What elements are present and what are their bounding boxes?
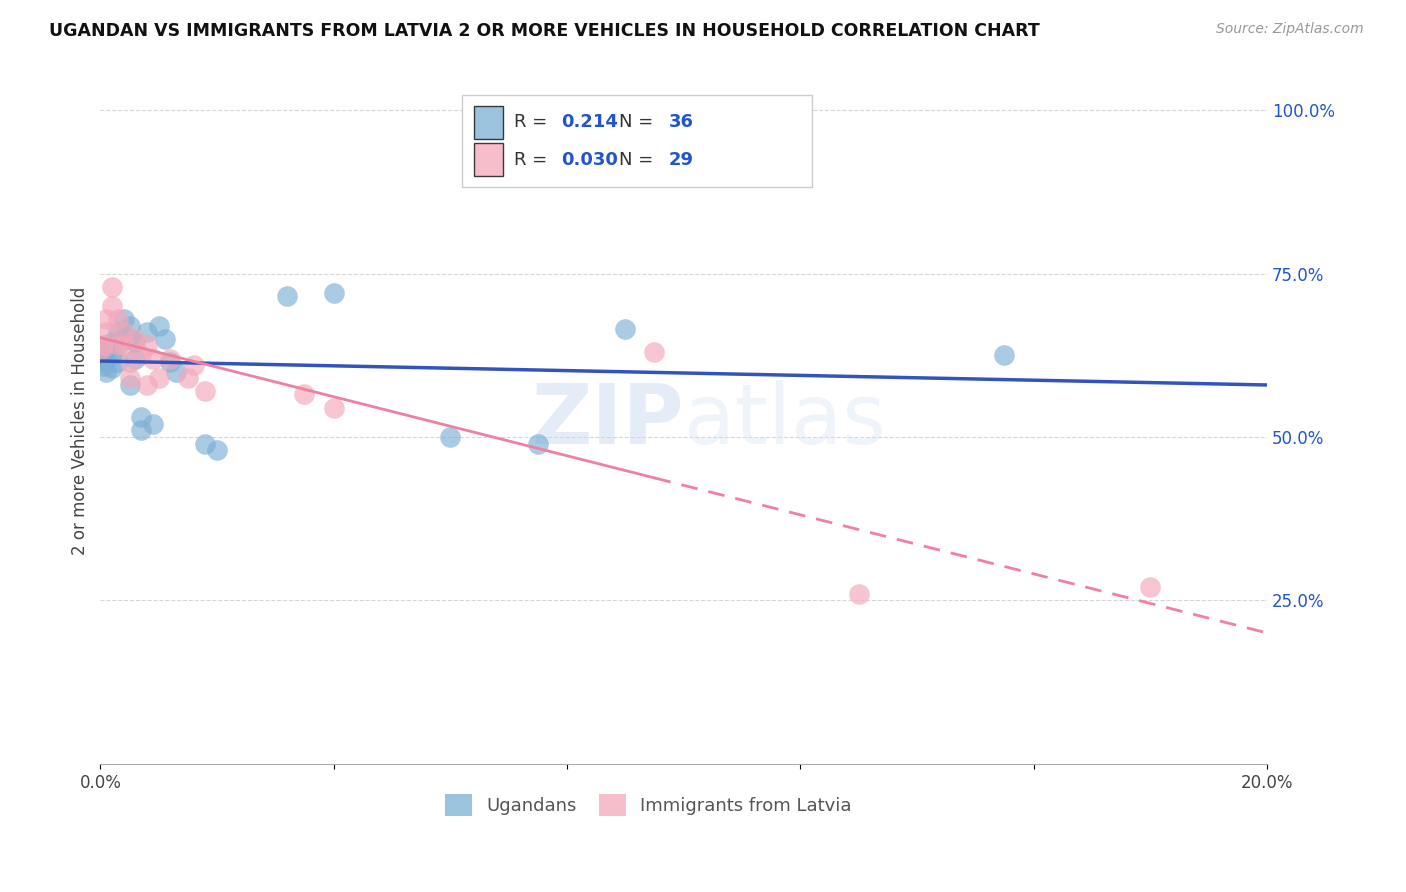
Point (112, 312, 135, 326)
Point (129, 410, 152, 425)
Point (101, 299, 124, 313)
Point (614, 322, 637, 336)
Point (322, 286, 344, 301)
Point (124, 351, 146, 366)
Point (118, 355, 141, 369)
Text: 29: 29 (668, 151, 693, 169)
Point (993, 348, 1015, 362)
Point (148, 371, 170, 385)
Point (153, 332, 176, 346)
Point (118, 332, 141, 346)
Point (98, 338, 121, 352)
Point (194, 384, 217, 399)
Point (276, 289, 298, 303)
Point (112, 338, 135, 352)
Point (1315, 665, 1337, 680)
Point (142, 417, 165, 431)
Point (205, 443, 228, 458)
Text: 0.214: 0.214 (561, 113, 619, 131)
Point (322, 401, 344, 415)
Point (177, 371, 200, 385)
Point (118, 377, 141, 392)
Point (129, 424, 152, 438)
Point (527, 436, 550, 450)
Text: 36: 36 (668, 113, 693, 131)
Point (183, 358, 205, 372)
Point (96, 365, 118, 379)
Text: R =: R = (515, 151, 554, 169)
Point (91, 355, 114, 369)
Point (124, 335, 146, 350)
Point (91, 342, 114, 356)
FancyBboxPatch shape (474, 144, 503, 177)
Point (101, 335, 124, 350)
Point (107, 326, 129, 340)
FancyBboxPatch shape (463, 95, 811, 187)
Point (107, 355, 129, 369)
Point (118, 318, 141, 333)
Point (136, 326, 159, 340)
Point (107, 312, 129, 326)
Point (136, 377, 159, 392)
Point (136, 338, 159, 352)
Y-axis label: 2 or more Vehicles in Household: 2 or more Vehicles in Household (72, 286, 89, 555)
Point (101, 348, 124, 362)
Point (159, 355, 181, 369)
Point (1139, 580, 1161, 594)
Text: N =: N = (620, 113, 659, 131)
Point (142, 351, 165, 366)
Point (112, 328, 135, 343)
Point (91, 351, 114, 366)
Point (124, 332, 146, 346)
Text: ZIP: ZIP (531, 380, 683, 461)
Point (165, 365, 187, 379)
Point (107, 338, 129, 352)
Point (96, 312, 118, 326)
Text: R =: R = (515, 113, 554, 131)
Point (148, 318, 170, 333)
Point (129, 348, 152, 362)
Point (91, 338, 114, 352)
Point (1372, 652, 1395, 666)
Point (439, 430, 461, 444)
Point (159, 351, 181, 366)
Text: Source: ZipAtlas.com: Source: ZipAtlas.com (1216, 22, 1364, 37)
Point (294, 387, 316, 401)
Point (107, 338, 129, 352)
Text: UGANDAN VS IMMIGRANTS FROM LATVIA 2 OR MORE VEHICLES IN HOUSEHOLD CORRELATION CH: UGANDAN VS IMMIGRANTS FROM LATVIA 2 OR M… (49, 22, 1040, 40)
Point (101, 361, 124, 376)
Point (96, 351, 118, 366)
Text: N =: N = (620, 151, 659, 169)
Text: atlas: atlas (683, 380, 886, 461)
Point (96, 342, 118, 356)
Point (194, 436, 217, 450)
Point (118, 371, 141, 385)
Point (93, 359, 115, 374)
Point (96, 326, 118, 340)
Point (643, 345, 665, 359)
FancyBboxPatch shape (474, 105, 503, 138)
Point (112, 326, 135, 340)
Text: 0.030: 0.030 (561, 151, 619, 169)
Point (101, 279, 124, 293)
Legend: Ugandans, Immigrants from Latvia: Ugandans, Immigrants from Latvia (439, 787, 859, 823)
Point (848, 587, 870, 601)
